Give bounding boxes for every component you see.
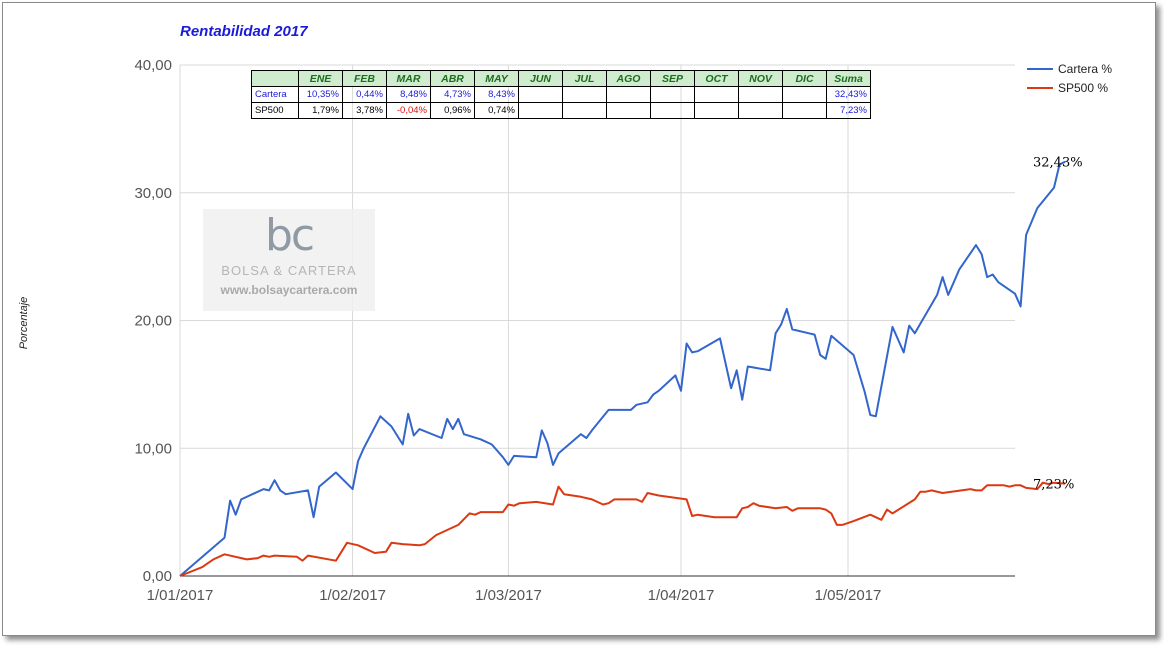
table-cell: 10,35% — [298, 86, 343, 103]
table-cell — [562, 86, 607, 103]
table-header-cell — [251, 70, 299, 87]
table-cell — [606, 86, 651, 103]
y-axis-label: Porcentaje — [18, 297, 30, 350]
series-end-label: 7,23% — [1033, 478, 1074, 493]
table-cell: 0,74% — [474, 102, 519, 119]
legend-entry: SP500 % — [1058, 81, 1108, 95]
table-cell — [562, 102, 607, 119]
table-cell — [650, 86, 695, 103]
table-cell — [738, 102, 783, 119]
x-tick-label: 1/02/2017 — [319, 587, 386, 604]
table-header-cell: AGO — [606, 70, 651, 87]
table-header-cell: NOV — [738, 70, 783, 87]
table-cell-sum: 32,43% — [826, 86, 871, 103]
table-header-cell: OCT — [694, 70, 739, 87]
table-cell: -0,04% — [386, 102, 431, 119]
series-group — [179, 160, 1066, 577]
x-tick-label: 1/01/2017 — [147, 587, 214, 604]
watermark-url: www.bolsaycartera.com — [220, 283, 358, 297]
legend-entry: Cartera % — [1058, 62, 1112, 76]
watermark-name: BOLSA & CARTERA — [221, 263, 357, 278]
end-labels: 32,43% 7,23% — [1033, 156, 1083, 493]
table-header-cell: SEP — [650, 70, 695, 87]
line-chart: Rentabilidad 2017 Porcentaje 0,00 10,00 20… — [18, 23, 1112, 604]
table-header-cell: JUN — [518, 70, 563, 87]
series-line-sp500 — [179, 481, 1066, 577]
table-header-cell: JUL — [562, 70, 607, 87]
table-header-cell: MAR — [386, 70, 431, 87]
y-tick-label: 30,00 — [134, 185, 172, 202]
table-cell: 8,48% — [386, 86, 431, 103]
x-tick-label: 1/04/2017 — [648, 587, 715, 604]
y-tick-label: 10,00 — [134, 440, 172, 457]
table-cell-sum: 7,23% — [826, 102, 871, 119]
chart-title: Rentabilidad 2017 — [180, 23, 308, 40]
table-cell — [606, 102, 651, 119]
table-header-cell: ENE — [298, 70, 343, 87]
table-cell — [694, 102, 739, 119]
table-header-cell: DIC — [782, 70, 827, 87]
legend: Cartera % SP500 % — [1027, 62, 1112, 95]
series-end-label: 32,43% — [1033, 156, 1083, 171]
watermark-logo: bc — [264, 210, 315, 261]
table-header-cell: ABR — [430, 70, 475, 87]
chart-frame: Rentabilidad 2017 Porcentaje 0,00 10,00 20… — [2, 2, 1156, 636]
table-header-cell: Suma — [826, 70, 871, 87]
table-cell — [518, 86, 563, 103]
table-header-cell: FEB — [342, 70, 387, 87]
table-cell: 3,78% — [342, 102, 387, 119]
table-cell — [650, 102, 695, 119]
table-cell — [694, 86, 739, 103]
table-cell: 8,43% — [474, 86, 519, 103]
y-tick-label: 20,00 — [134, 313, 172, 330]
table-cell — [738, 86, 783, 103]
summary-table-header: ENE FEB MAR ABR MAY JUN JUL AGO SEP OCT … — [251, 70, 871, 87]
y-tick-label: 40,00 — [134, 57, 172, 74]
table-cell — [782, 86, 827, 103]
table-cell: 0,96% — [430, 102, 475, 119]
summary-table: ENE FEB MAR ABR MAY JUN JUL AGO SEP OCT … — [251, 70, 871, 119]
table-row-cartera: Cartera 10,35% 0,44% 8,48% 4,73% 8,43% 3… — [251, 86, 871, 103]
table-cell — [518, 102, 563, 119]
series-line-cartera — [179, 160, 1066, 577]
grid — [179, 64, 1015, 577]
watermark: bc BOLSA & CARTERA www.bolsaycartera.com — [203, 209, 375, 311]
table-cell: 1,79% — [298, 102, 343, 119]
y-tick-label: 0,00 — [143, 568, 172, 585]
x-tick-label: 1/03/2017 — [475, 587, 542, 604]
table-row-name: SP500 — [251, 102, 299, 119]
table-row-name: Cartera — [251, 86, 299, 103]
table-cell: 0,44% — [342, 86, 387, 103]
table-header-cell: MAY — [474, 70, 519, 87]
table-row-sp500: SP500 1,79% 3,78% -0,04% 0,96% 0,74% 7,2… — [251, 102, 871, 119]
x-tick-label: 1/05/2017 — [815, 587, 882, 604]
table-cell: 4,73% — [430, 86, 475, 103]
table-cell — [782, 102, 827, 119]
axes: 0,00 10,00 20,00 30,00 40,00 1/01/2017 1/02/20… — [134, 57, 1015, 604]
